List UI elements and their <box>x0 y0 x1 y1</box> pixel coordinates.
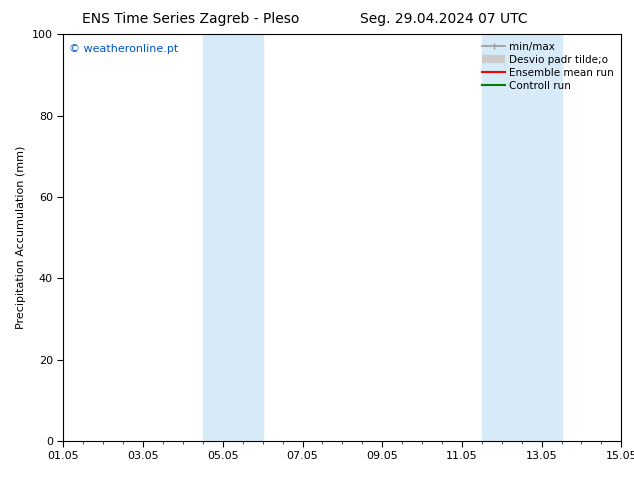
Legend: min/max, Desvio padr tilde;o, Ensemble mean run, Controll run: min/max, Desvio padr tilde;o, Ensemble m… <box>478 37 618 95</box>
Y-axis label: Precipitation Accumulation (mm): Precipitation Accumulation (mm) <box>16 146 27 329</box>
Bar <box>482 34 562 441</box>
Text: Seg. 29.04.2024 07 UTC: Seg. 29.04.2024 07 UTC <box>360 12 527 26</box>
Text: © weatheronline.pt: © weatheronline.pt <box>69 45 178 54</box>
Text: ENS Time Series Zagreb - Pleso: ENS Time Series Zagreb - Pleso <box>82 12 299 26</box>
Bar <box>203 34 262 441</box>
